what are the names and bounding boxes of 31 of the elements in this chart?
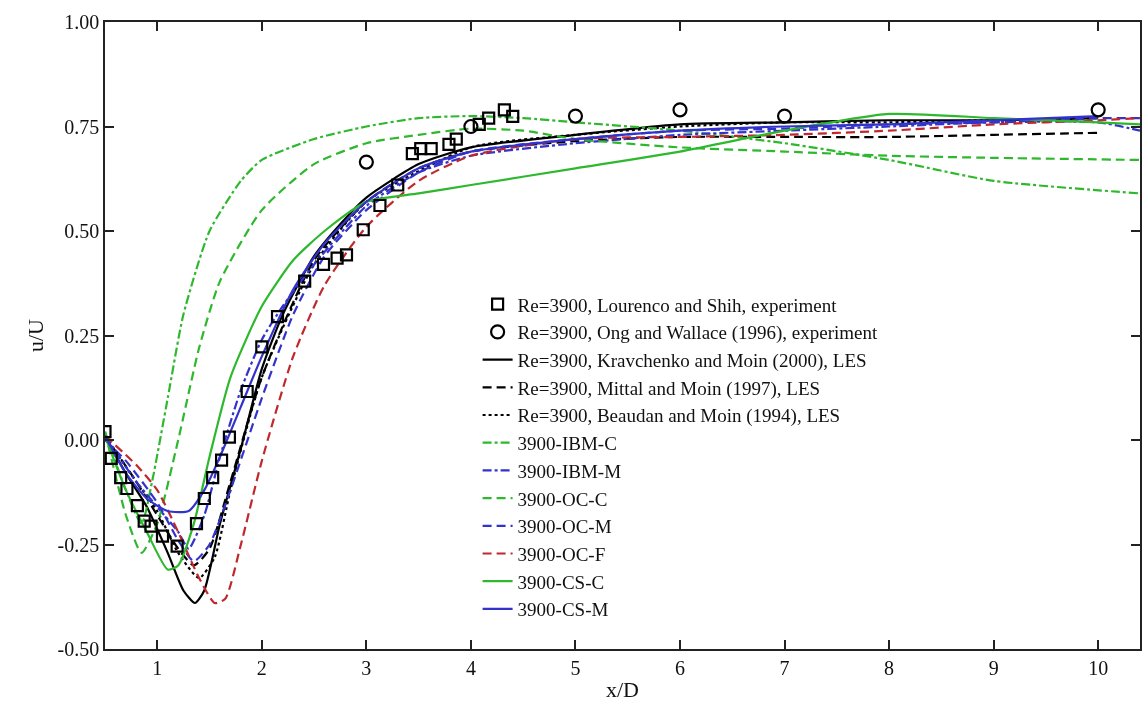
y-axis-title: u/U xyxy=(22,318,48,352)
x-tick-label: 6 xyxy=(675,656,685,679)
x-tick-label: 4 xyxy=(465,656,476,679)
x-tick-label: 8 xyxy=(884,656,895,679)
x-tick-label: 3 xyxy=(361,656,372,679)
legend-label: 3900-OC-C xyxy=(517,488,608,510)
x-tick-label: 2 xyxy=(256,656,267,679)
legend-label: Re=3900, Beaudan and Moin (1994), LES xyxy=(517,405,841,428)
y-tick-label: 0.25 xyxy=(64,324,100,347)
x-axis-title: x/D xyxy=(606,677,639,703)
x-tick-label: 10 xyxy=(1088,656,1109,679)
legend-label: 3900-IBM-M xyxy=(517,460,622,482)
y-tick-label: -0.25 xyxy=(57,533,100,556)
x-tick-label: 1 xyxy=(152,656,163,679)
legend-label: 3900-CS-M xyxy=(517,599,609,621)
legend-label: 3900-OC-M xyxy=(517,516,612,538)
legend-label: Re=3900, Kravchenko and Moin (2000), LES xyxy=(517,350,867,372)
legend-label: Re=3900, Ong and Wallace (1996), experiment xyxy=(517,322,879,345)
legend-label: Re=3900, Lourenco and Shih, experiment xyxy=(517,294,838,316)
legend-label: Re=3900, Mittal and Moin (1997), LES xyxy=(517,377,821,400)
y-tick-label: 0.00 xyxy=(64,429,100,451)
y-tick-label: 0.75 xyxy=(64,115,100,138)
y-tick-label: 0.50 xyxy=(64,220,100,242)
x-tick-label: 5 xyxy=(570,656,581,679)
x-tick-label: 7 xyxy=(779,656,790,679)
legend-label: 3900-CS-C xyxy=(517,571,605,593)
y-tick-label: -0.50 xyxy=(57,638,100,660)
y-tick-label: 1.00 xyxy=(64,11,100,33)
legend-label: 3900-OC-F xyxy=(517,543,606,565)
legend-label: 3900-IBM-C xyxy=(517,433,617,455)
x-tick-label: 9 xyxy=(988,656,999,679)
